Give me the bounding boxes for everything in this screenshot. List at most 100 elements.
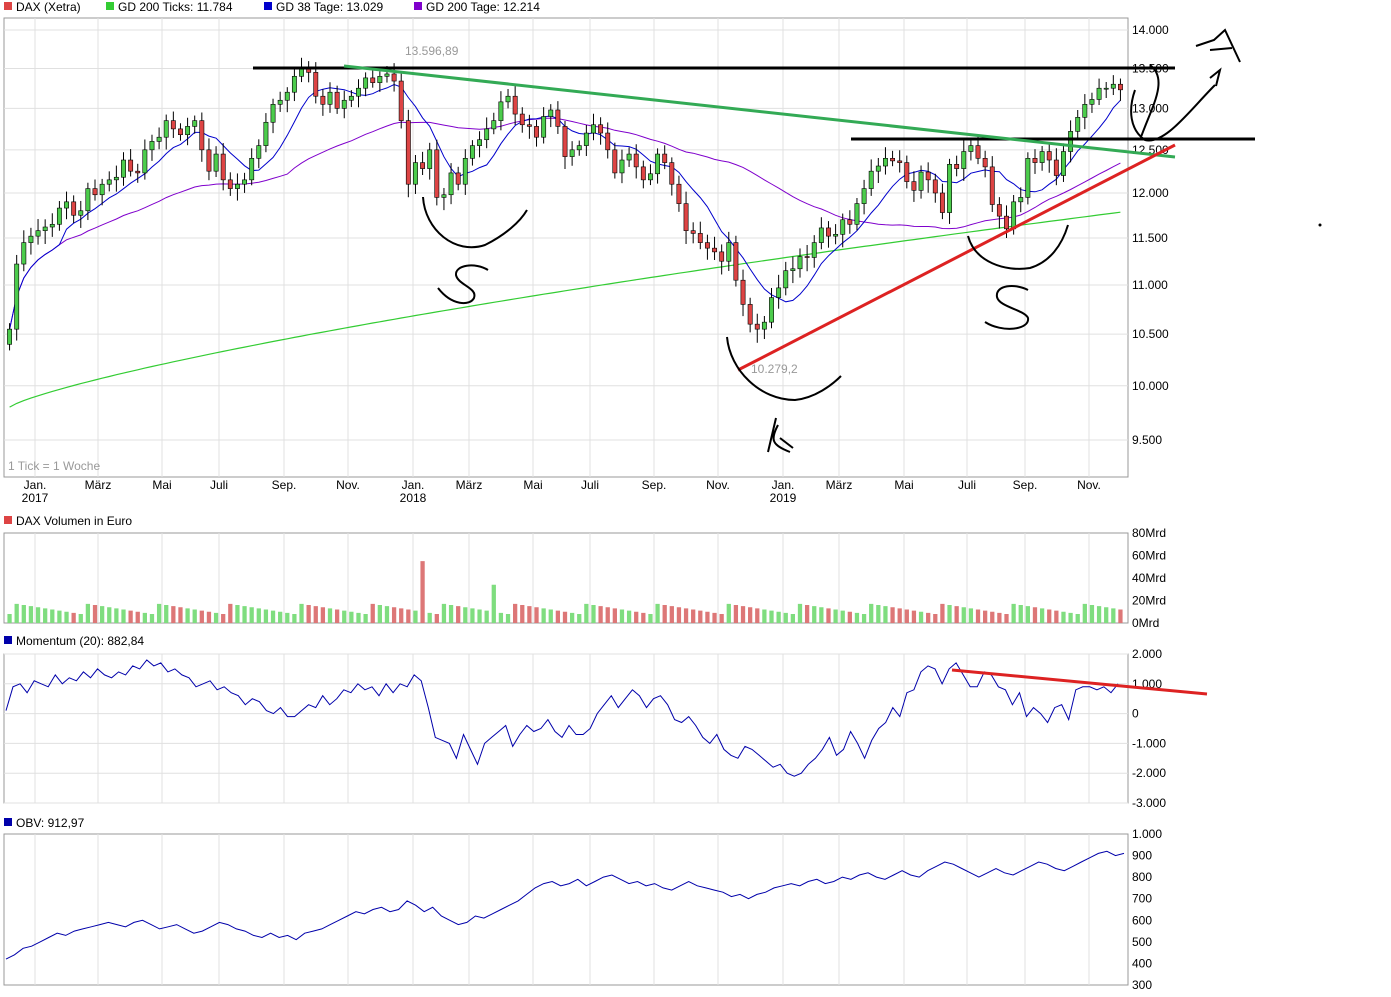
volume-bar-47: [342, 610, 347, 623]
volume-bar-130: [933, 614, 938, 623]
x-tick-6: Jan.: [402, 478, 425, 492]
candle-body-101: [726, 242, 732, 262]
candle-body-139: [996, 204, 1002, 217]
volume-bar-147: [1054, 610, 1059, 623]
candle-body-72: [519, 113, 525, 126]
momentum-path: [5, 659, 1119, 777]
volume-bar-114: [819, 607, 824, 623]
candle-body-3: [28, 235, 34, 243]
candle-body-21: [156, 136, 162, 142]
candle-body-117: [840, 219, 846, 235]
candle-body-78: [562, 126, 568, 157]
candle-body-29: [213, 153, 219, 172]
volume-bar-55: [399, 608, 404, 623]
volume-bar-112: [804, 605, 810, 623]
candle-body-53: [384, 73, 390, 77]
volume-bar-133: [954, 606, 959, 623]
volume-bar-79: [569, 612, 575, 623]
volume-bar-86: [619, 609, 625, 623]
candle-body-63: [455, 172, 461, 185]
x-tick-4: Sep.: [272, 478, 297, 492]
volume-bar-25: [185, 608, 190, 623]
volume-bar-48: [349, 611, 354, 623]
x-tick-15: Juli: [958, 478, 976, 492]
candle-body-83: [598, 124, 604, 134]
volume-bar-43: [313, 606, 318, 623]
legend-swatch-2: [264, 2, 272, 10]
x-tick-7: März: [456, 478, 483, 492]
candle-body-57: [413, 162, 418, 185]
volume-bar-87: [626, 610, 632, 623]
candle-body-16: [121, 159, 126, 178]
volume-bar-153: [1096, 606, 1102, 623]
volume-bar-89: [641, 612, 646, 623]
candle-body-58: [420, 162, 426, 169]
candle-body-37: [270, 103, 276, 123]
candle-body-134: [961, 151, 967, 169]
candle-body-40: [291, 76, 297, 93]
candle-body-44: [320, 95, 326, 105]
volume-bar-52: [377, 605, 382, 623]
volume-bar-105: [755, 608, 760, 623]
candle-body-108: [776, 287, 782, 298]
volume-bar-24: [178, 607, 183, 623]
volume-bar-53: [384, 606, 390, 623]
obv-line: [5, 850, 1125, 960]
volume-bar-19: [142, 612, 147, 623]
main-y-tick-5: 11.500: [1132, 231, 1168, 245]
candle-body-102: [733, 242, 739, 281]
volume-bar-77: [555, 610, 561, 623]
legend-volume-swatch: [4, 516, 12, 524]
candle-body-15: [113, 176, 119, 181]
volume-bar-63: [456, 606, 461, 623]
candle-body-12: [92, 188, 98, 196]
volume-bar-8: [64, 611, 69, 623]
x-tick-11: Nov.: [706, 478, 730, 492]
candle-body-32: [234, 183, 240, 189]
volume-bar-115: [826, 608, 831, 623]
candle-body-61: [441, 194, 447, 198]
volume-bar-110: [790, 614, 796, 623]
volume-bar-46: [334, 609, 340, 623]
candle-body-88: [633, 153, 639, 168]
s-mark-right: [984, 284, 1029, 330]
volume-bar-116: [833, 609, 838, 623]
legend-obv: OBV: 912,97: [4, 816, 85, 830]
volume-bar-109: [783, 612, 788, 623]
candle-body-116: [833, 234, 839, 237]
candle-body-131: [939, 192, 945, 213]
candle-body-120: [861, 188, 867, 204]
candle-body-89: [640, 166, 646, 181]
volume-bar-23: [171, 606, 176, 623]
drawn-annotations: [253, 28, 1322, 696]
volume-bar-56: [406, 609, 411, 623]
candle-body-65: [469, 145, 475, 159]
legend-volume: DAX Volumen in Euro: [4, 514, 132, 528]
candle-body-114: [818, 227, 824, 243]
candle-body-91: [655, 153, 661, 175]
volume-bar-29: [213, 612, 219, 623]
volume-bar-156: [1118, 609, 1123, 623]
volume-bar-17: [128, 610, 133, 623]
volume-bar-97: [698, 610, 703, 623]
candle-body-23: [170, 120, 176, 130]
volume-bar-9: [71, 612, 76, 623]
candle-body-20: [149, 141, 155, 151]
candle-body-151: [1082, 103, 1088, 118]
x-year-0: 2017: [22, 491, 49, 505]
candle-body-25: [185, 126, 191, 136]
volume-bar-10: [78, 614, 83, 623]
volume-bar-38: [278, 611, 283, 623]
shoulder-arc-right: [967, 224, 1069, 270]
volume-bar-103: [740, 606, 746, 623]
volume-bar-34: [249, 607, 254, 623]
candle-body-56: [405, 120, 411, 185]
candle-body-27: [199, 120, 205, 151]
legend-label-1: GD 200 Ticks: 11.784: [118, 0, 233, 14]
obv-y-tick-1: 900: [1132, 849, 1152, 863]
main-y-tick-9: 9.500: [1132, 433, 1162, 447]
volume-bar-119: [854, 612, 860, 623]
x-tick-16: Sep.: [1013, 478, 1038, 492]
legend-swatch-0: [4, 2, 12, 10]
volume-bar-140: [1004, 614, 1009, 623]
